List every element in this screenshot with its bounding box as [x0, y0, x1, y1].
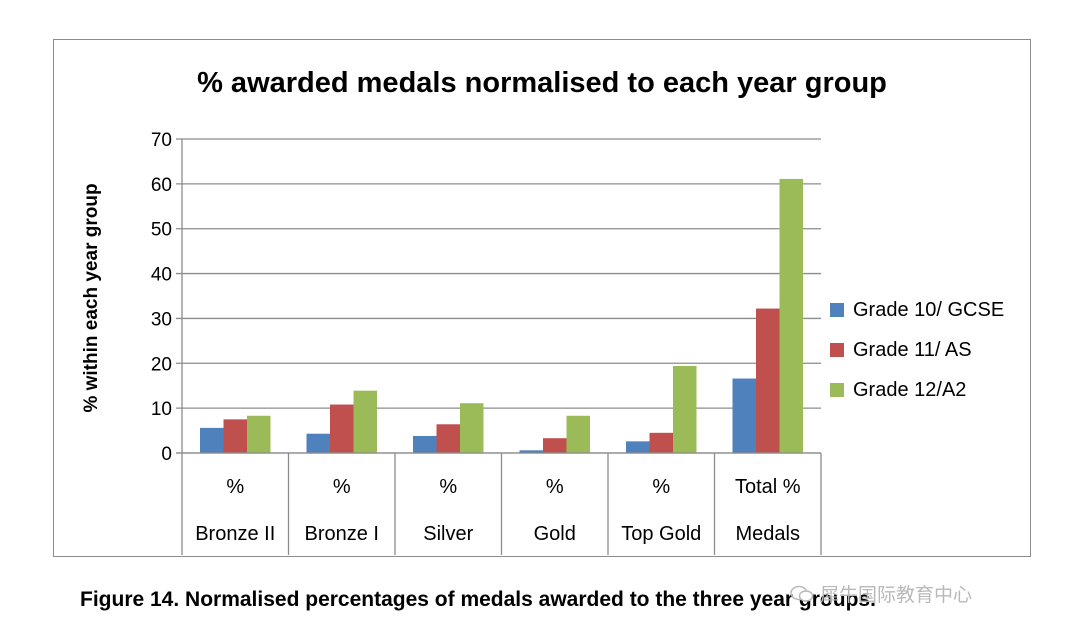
x-tick-label-line1: Total %	[735, 476, 801, 498]
chart-frame: % awarded medals normalised to each year…	[53, 39, 1031, 557]
x-tick-label-line1: %	[652, 476, 670, 498]
x-tick-label-line2: Bronze I	[305, 523, 379, 545]
bar	[673, 365, 697, 453]
y-tick-label: 0	[161, 444, 172, 465]
x-tick-label-line1: %	[333, 476, 351, 498]
x-tick-label-line2: Bronze II	[195, 523, 275, 545]
bar	[519, 450, 543, 453]
y-tick-label: 10	[151, 399, 172, 420]
gridlines	[176, 138, 821, 454]
bar	[756, 308, 780, 453]
y-tick-label: 70	[151, 130, 172, 151]
x-tick-label-line1: %	[439, 476, 457, 498]
wechat-icon	[790, 585, 814, 602]
x-category-labels: % Bronze II% Bronze I% Silver% Gold% Top Gold…	[195, 476, 801, 545]
bars	[200, 178, 803, 453]
bar	[223, 419, 247, 453]
legend: Grade 10/ GCSE Grade 11/ AS Grade 12/A2	[830, 299, 1004, 401]
x-tick-label-line2: Gold	[534, 523, 576, 545]
watermark: 犀牛国际教育中心	[790, 580, 972, 607]
axes	[176, 139, 822, 555]
bar	[649, 432, 673, 453]
chart-svg: % awarded medals normalised to each year…	[81, 67, 1004, 555]
legend-label: Grade 12/A2	[853, 379, 966, 401]
figure-caption: Figure 14. Normalised percentages of med…	[80, 588, 876, 611]
bar	[460, 403, 484, 453]
chart-title: % awarded medals normalised to each year…	[197, 67, 887, 99]
bar	[543, 438, 567, 453]
x-tick-label-line2: Top Gold	[621, 523, 701, 545]
x-tick-label-line2: Silver	[423, 523, 473, 545]
legend-label: Grade 10/ GCSE	[853, 299, 1004, 321]
watermark-text: 犀牛国际教育中心	[820, 584, 973, 606]
legend-label: Grade 11/ AS	[853, 339, 972, 361]
legend-swatch	[830, 343, 844, 357]
y-tick-label: 60	[151, 175, 172, 196]
x-tick-label-line2: Medals	[736, 523, 800, 545]
y-tick-label: 50	[151, 220, 172, 241]
legend-swatch	[830, 383, 844, 397]
bar	[626, 441, 650, 453]
bar	[779, 178, 803, 453]
bar	[732, 378, 756, 453]
y-tick-label: 40	[151, 265, 172, 286]
y-tick-label: 20	[151, 354, 172, 375]
bar	[330, 404, 354, 453]
bar	[247, 415, 271, 453]
bar	[413, 435, 437, 453]
legend-swatch	[830, 303, 844, 317]
bar	[436, 424, 460, 453]
bar	[200, 427, 224, 453]
y-tick-labels: 0 10 20 30 40 50 60 70	[151, 130, 172, 465]
y-axis-label: % within each year group	[81, 183, 102, 412]
bar	[306, 433, 330, 453]
bar	[353, 390, 377, 453]
bar	[566, 415, 590, 453]
y-tick-label: 30	[151, 309, 172, 330]
x-tick-label-line1: %	[546, 476, 564, 498]
x-tick-label-line1: %	[226, 476, 244, 498]
